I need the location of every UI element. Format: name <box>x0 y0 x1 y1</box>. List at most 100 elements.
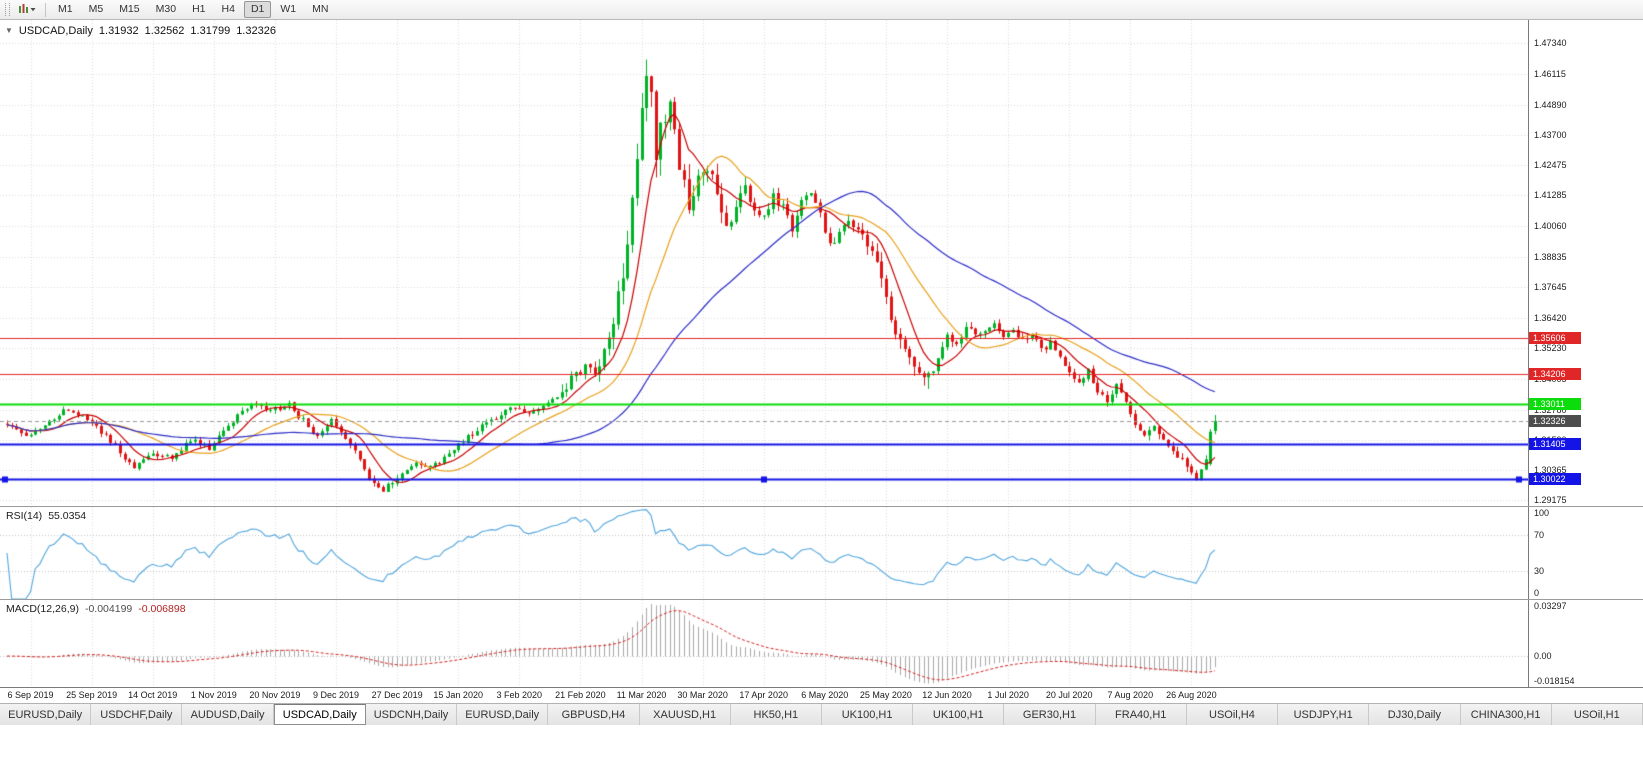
price-tick-label: 1.41285 <box>1534 190 1567 201</box>
timeframe-buttons: M1 M5 M15 M30 H1 H4 D1 W1 MN <box>51 1 335 18</box>
timeframe-button-m15[interactable]: M15 <box>119 3 140 15</box>
candlestick-chart-icon <box>19 4 36 13</box>
price-axis[interactable]: 1.47340 1.46115 1.44890 1.43700 1.42475 1.412… <box>1528 20 1643 506</box>
date-label: 25 Sep 2019 <box>66 690 118 700</box>
status-bar <box>0 725 1643 763</box>
timeframe-button-m5[interactable]: M5 <box>88 3 104 15</box>
macd-scale-label: -0.018154 <box>1534 676 1575 686</box>
chart-tab-bar: EURUSD,Daily USDCHF,Daily AUDUSD,Daily USDC… <box>0 703 1643 725</box>
price-tag: 1.32326 <box>1529 414 1581 427</box>
macd-scale-label: 0.03297 <box>1534 601 1567 611</box>
toolbar-separator <box>45 2 46 17</box>
chart-tab-fra40-h1[interactable]: FRA40,H1 <box>1095 704 1187 725</box>
price-tick-label: 1.37645 <box>1534 282 1567 293</box>
price-tick-label: 1.35230 <box>1534 342 1567 353</box>
timeframe-button-m30[interactable]: M30 <box>155 3 177 15</box>
date-axis[interactable]: 6 Sep 2019 25 Sep 2019 14 Oct 2019 1 Nov 20… <box>0 687 1643 703</box>
macd-scale-label: 0.00 <box>1534 651 1552 662</box>
price-tick-label: 1.42475 <box>1534 160 1567 171</box>
timeframe-button-d1[interactable]: D1 <box>243 1 272 18</box>
panel-divider[interactable] <box>0 599 1643 600</box>
timeframe-button-h4[interactable]: H4 <box>221 3 235 15</box>
chart-tab-dj30-daily[interactable]: DJ30,Daily <box>1369 704 1461 725</box>
ohlc-close: 1.32326 <box>236 25 276 37</box>
chart-tab-uk100-h1[interactable]: UK100,H1 <box>821 704 914 725</box>
rsi-panel: RSI(14) 55.0354 100 70 30 0 <box>0 507 1643 599</box>
rsi-canvas[interactable] <box>0 507 1528 599</box>
date-label: 26 Aug 2020 <box>1166 690 1217 700</box>
chart-title: USDCAD,Daily <box>18 25 93 37</box>
macd-plot: MACD(12,26,9) -0.004199 -0.006898 <box>0 600 1528 687</box>
ohlc-low: 1.31799 <box>190 25 231 37</box>
chart-ohlc-header: ▼ USDCAD,Daily 1.31932 1.32562 1.31799 1… <box>5 25 276 37</box>
toolbar-grip[interactable] <box>5 3 10 16</box>
price-tag: 1.30022 <box>1529 473 1581 485</box>
ohlc-high: 1.32562 <box>144 25 185 37</box>
price-tick-label: 1.36420 <box>1534 312 1567 323</box>
date-label: 9 Dec 2019 <box>312 690 360 700</box>
chart-tab-hk50-h1[interactable]: HK50,H1 <box>730 704 822 725</box>
panel-divider[interactable] <box>0 506 1643 507</box>
chart-tab-audusd-daily[interactable]: AUDUSD,Daily <box>182 704 274 725</box>
rsi-scale-label: 0 <box>1534 588 1540 598</box>
date-label: 6 Sep 2019 <box>7 690 54 700</box>
one-click-trading-toggle[interactable]: ▼ <box>5 26 13 35</box>
macd-label: MACD(12,26,9) <box>6 603 79 615</box>
price-tag: 1.33011 <box>1529 397 1581 410</box>
macd-header: MACD(12,26,9) -0.004199 -0.006898 <box>6 603 186 615</box>
macd-panel: MACD(12,26,9) -0.004199 -0.006898 0.0329… <box>0 600 1643 687</box>
date-label: 30 Mar 2020 <box>677 690 728 700</box>
macd-value-signal: -0.006898 <box>138 603 186 615</box>
timeframe-button-mn[interactable]: MN <box>312 3 329 15</box>
date-label: 17 Apr 2020 <box>739 690 788 700</box>
chart-tab-gbpusd-h4[interactable]: GBPUSD,H4 <box>548 704 640 725</box>
chart-tab-china300-h1[interactable]: CHINA300,H1 <box>1460 704 1552 725</box>
timeframe-button-w1[interactable]: W1 <box>280 3 297 15</box>
macd-value-main: -0.004199 <box>84 603 133 615</box>
chart-tab-usoil-h1[interactable]: USOil,H1 <box>1551 704 1643 725</box>
timeframe-button-h1[interactable]: H1 <box>192 3 206 15</box>
rsi-value: 55.0354 <box>48 510 87 522</box>
date-label: 12 Jun 2020 <box>922 690 972 700</box>
date-label: 20 Nov 2019 <box>249 690 301 700</box>
chart-tab-eurusd-daily[interactable]: EURUSD,Daily <box>0 704 92 725</box>
price-tick-label: 1.46115 <box>1534 68 1566 79</box>
chart-tab-xauusd-h1[interactable]: XAUUSD,H1 <box>639 704 731 725</box>
chart-tab-usdcad-daily[interactable]: USDCAD,Daily <box>273 704 366 725</box>
chart-tab-uk100-h1[interactable]: UK100,H1 <box>913 704 1005 725</box>
main-chart-canvas[interactable] <box>0 20 1528 506</box>
rsi-scale-label: 100 <box>1534 508 1550 518</box>
chart-window-icon[interactable] <box>18 3 37 16</box>
macd-axis[interactable]: 0.03297 0.00 -0.018154 <box>1528 600 1643 687</box>
price-tick-label: 1.38835 <box>1534 252 1567 263</box>
macd-canvas[interactable] <box>0 600 1528 687</box>
chart-tab-ger30-h1[interactable]: GER30,H1 <box>1004 704 1096 725</box>
rsi-scale-label: 30 <box>1534 566 1545 577</box>
price-tag: 1.35606 <box>1529 332 1581 345</box>
date-label: 6 May 2020 <box>801 690 849 700</box>
rsi-axis[interactable]: 100 70 30 0 <box>1528 507 1643 599</box>
price-tag: 1.31405 <box>1529 438 1581 451</box>
date-label: 11 Mar 2020 <box>616 690 667 700</box>
timeframe-toolbar: M1 M5 M15 M30 H1 H4 D1 W1 MN <box>0 0 1643 20</box>
timeframe-button-m1[interactable]: M1 <box>58 3 73 15</box>
date-label: 15 Jan 2020 <box>433 690 483 700</box>
price-tick-label: 1.47340 <box>1534 37 1567 48</box>
chart-tab-eurusd-daily[interactable]: EURUSD,Daily <box>457 704 549 725</box>
rsi-plot: RSI(14) 55.0354 <box>0 507 1528 599</box>
date-label: 21 Feb 2020 <box>555 690 606 700</box>
chart-tab-usdcnh-daily[interactable]: USDCNH,Daily <box>365 704 458 725</box>
rsi-scale-label: 70 <box>1534 529 1545 540</box>
date-label: 20 Jul 2020 <box>1045 690 1093 700</box>
date-label: 7 Aug 2020 <box>1107 690 1154 700</box>
price-tick-label: 1.29175 <box>1534 495 1567 506</box>
chart-tab-usoil-h4[interactable]: USOil,H4 <box>1186 704 1279 725</box>
price-tick-label: 1.40060 <box>1534 221 1567 232</box>
date-label: 27 Dec 2019 <box>371 690 423 700</box>
date-label: 25 May 2020 <box>859 690 912 700</box>
date-label: 3 Feb 2020 <box>496 690 543 700</box>
chart-tab-usdjpy-h1[interactable]: USDJPY,H1 <box>1278 704 1370 725</box>
chart-tab-usdchf-daily[interactable]: USDCHF,Daily <box>91 704 183 725</box>
price-tag: 1.34206 <box>1529 367 1581 380</box>
